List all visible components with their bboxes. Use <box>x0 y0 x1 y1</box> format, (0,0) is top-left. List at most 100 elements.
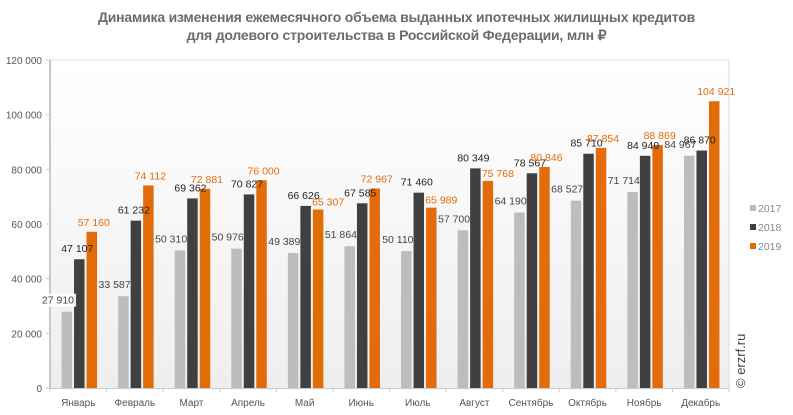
bar-2019 <box>482 180 494 388</box>
x-tick-label: Июнь <box>348 398 373 409</box>
value-label-2017: 50 976 <box>212 232 244 244</box>
x-tick-label: Октябрь <box>568 397 607 409</box>
value-label-2017: 51 864 <box>325 229 357 241</box>
value-label-2017: 50 110 <box>382 234 413 246</box>
value-label-2019: 104 921 <box>697 86 735 98</box>
x-tick-label: Август <box>459 398 490 409</box>
bar-2018 <box>300 205 311 388</box>
value-label-2018: 80 349 <box>457 152 489 164</box>
x-tick-label: Март <box>179 398 203 409</box>
x-ticks: Январь Февраль Март Апрель Май Июнь Июль Август… <box>49 388 730 409</box>
label-background <box>40 293 77 307</box>
y-ticks: 0 20 000 40 000 60 000 80 000 100 000 120 000 <box>6 56 50 395</box>
bar-2017 <box>61 311 73 388</box>
y-tick-label: 120 000 <box>6 56 43 67</box>
bar-2019 <box>426 207 437 388</box>
value-label-2017: 50 310 <box>155 233 187 245</box>
legend-label-2017: 2017 <box>758 203 782 215</box>
value-label-2018: 66 626 <box>288 190 320 202</box>
bar-2019 <box>708 101 720 388</box>
value-label-2017: 57 700 <box>438 213 470 225</box>
value-label-2019: 65 307 <box>312 196 344 208</box>
legend: 2017 2018 2019 <box>750 203 782 253</box>
value-labels: 27 910 47 107 57 160 33 587 61 232 74 112 50 3… <box>40 86 735 307</box>
bar-2018 <box>243 194 255 388</box>
y-tick-label: 40 000 <box>11 275 42 286</box>
bar-2017 <box>627 191 638 388</box>
value-label-2018: 67 585 <box>344 187 376 199</box>
bar-2017 <box>514 212 525 388</box>
y-tick-label: 60 000 <box>11 220 42 231</box>
bar-2018 <box>413 192 425 388</box>
value-label-2019: 74 112 <box>135 170 166 182</box>
value-label-2018: 70 827 <box>231 178 263 190</box>
bar-2017 <box>118 296 129 388</box>
value-label-2019: 57 160 <box>78 217 110 229</box>
value-label-2019: 75 768 <box>482 168 514 180</box>
value-label-2019: 76 000 <box>247 165 279 177</box>
value-label-2018: 86 870 <box>684 135 716 147</box>
value-label-2019: 72 881 <box>191 174 223 186</box>
value-label-2017: 33 587 <box>99 279 131 291</box>
x-tick-label: Апрель <box>231 398 265 409</box>
bar-2018 <box>639 155 651 388</box>
plot-area <box>50 60 729 388</box>
bar-2019 <box>369 188 380 388</box>
value-label-2017: 49 389 <box>268 236 300 248</box>
value-label-2017: 84 967 <box>664 139 696 151</box>
bar-2018 <box>356 203 368 388</box>
value-label-2018: 85 710 <box>570 138 602 150</box>
value-label-2018: 61 232 <box>118 205 150 217</box>
bar-2017 <box>344 246 355 388</box>
bar-2018 <box>74 259 85 388</box>
bar-2019 <box>652 145 663 388</box>
legend-swatch-2017 <box>750 205 756 211</box>
legend-swatch-2018 <box>750 224 756 230</box>
value-label-2017: 64 190 <box>495 196 527 208</box>
bar-2018 <box>470 168 481 388</box>
value-label-2017: 27 910 <box>42 295 74 307</box>
x-tick-label: Сентябрь <box>509 397 554 409</box>
x-tick-label: Февраль <box>115 398 156 409</box>
value-label-2019: 87 854 <box>587 133 619 145</box>
y-tick-label: 80 000 <box>11 165 42 176</box>
value-label-2018: 47 107 <box>61 243 93 255</box>
bar-2018 <box>130 220 142 388</box>
bar-2019 <box>86 231 98 388</box>
bar-2018 <box>696 150 707 388</box>
bars <box>61 101 720 388</box>
value-label-2019: 72 967 <box>361 174 393 186</box>
x-tick-label: Май <box>295 398 315 409</box>
y-tick-label: 100 000 <box>6 111 43 122</box>
value-label-2018: 84 949 <box>627 140 659 152</box>
bar-2018 <box>526 173 538 388</box>
x-tick-label: Январь <box>61 398 95 409</box>
legend-label-2018: 2018 <box>758 222 782 234</box>
bar-2019 <box>539 167 550 388</box>
y-tick-label: 20 000 <box>11 329 42 340</box>
chart-title-line1: Динамика изменения ежемесячного объема в… <box>97 9 696 25</box>
value-label-2018: 71 460 <box>401 177 433 189</box>
value-label-2018: 78 567 <box>514 157 546 169</box>
x-tick-label: Июль <box>405 398 431 409</box>
bar-2017 <box>683 155 695 388</box>
chart-title: Динамика изменения ежемесячного объема в… <box>0 8 793 44</box>
bar-2017 <box>570 200 582 388</box>
bar-2019 <box>143 185 154 388</box>
value-label-2017: 71 714 <box>608 175 640 187</box>
value-label-2019: 65 989 <box>425 195 457 207</box>
chart-title-line2: для долевого строительства в Российской … <box>186 27 607 43</box>
bar-2019 <box>595 147 607 388</box>
credit-text: © erzrf.ru <box>733 334 748 388</box>
x-tick-label: Декабрь <box>681 397 720 409</box>
bar-2019 <box>256 180 267 388</box>
bar-2018 <box>583 153 594 388</box>
bar-2017 <box>457 230 469 388</box>
bar-2017 <box>287 253 299 388</box>
legend-swatch-2019 <box>750 243 756 249</box>
bar-2019 <box>199 188 211 388</box>
bar-2017 <box>174 250 186 388</box>
value-label-2018: 69 362 <box>174 182 206 194</box>
y-tick-label: 0 <box>36 384 42 395</box>
